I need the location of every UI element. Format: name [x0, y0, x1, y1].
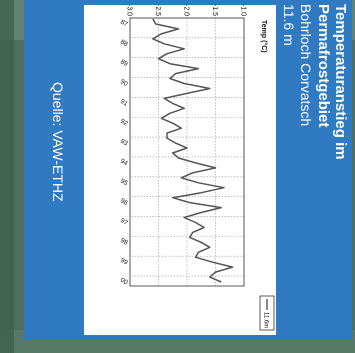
x-tick-label: 97: [119, 217, 129, 227]
title-line-1: Temperaturanstieg im: [332, 4, 349, 160]
subtitle-line-2: 11.6 m: [281, 4, 297, 46]
grid: [129, 17, 245, 287]
title-line-2: Permafrostgebiet: [315, 4, 332, 128]
x-tick-label: 98: [119, 237, 129, 247]
legend: 11.6m: [259, 295, 275, 331]
x-tick-label: 93: [119, 138, 129, 148]
legend-label: 11.6m: [263, 312, 269, 328]
x-tick-label: 90: [119, 78, 129, 88]
y-tick-label: -3.0: [126, 4, 133, 16]
y-tick-label: -2.5: [154, 4, 161, 16]
x-tick-label: 96: [119, 197, 129, 207]
y-tick-label: -1.0: [240, 4, 247, 16]
panel-subtitle: Bohrloch Corvatsch 11.6 m: [280, 4, 314, 126]
y-axis-label: Temp (°C): [260, 20, 268, 53]
subtitle-line-1: Bohrloch Corvatsch: [298, 4, 314, 127]
x-tick-label: 95: [119, 177, 129, 187]
x-tick-label: 99: [119, 257, 129, 267]
x-tick-label: 92: [119, 118, 129, 128]
series-layer: [152, 18, 234, 283]
plot-frame: [129, 17, 245, 287]
x-tick-label: 89: [119, 58, 129, 68]
series-line-0: [152, 18, 234, 283]
source-text: Quelle: VAW-ETHZ: [50, 82, 66, 202]
legend-box: [259, 295, 275, 331]
x-tick-label: 88: [119, 39, 129, 49]
plot-background: [84, 5, 276, 335]
x-tick-label: 00: [119, 277, 129, 287]
y-tick-label: -2.0: [183, 4, 190, 16]
tick-labels: -3.0 -2.5 -2.0 -1.5 -1.0 87 88 89 90 91 92 93 94 95 96…: [119, 4, 247, 287]
x-tick-label: 91: [119, 98, 129, 108]
info-panel: Temperaturanstieg im Permafrostgebiet Bo…: [24, 0, 352, 340]
y-tick-label: -1.5: [211, 4, 218, 16]
panel-title: Temperaturanstieg im Permafrostgebiet: [315, 4, 349, 334]
temperature-chart: Temp (°C) -3.0 -2.5 -2.0 -1.5 -1.0 87 88 89 90 91…: [84, 4, 276, 335]
x-tick-label: 94: [119, 158, 129, 168]
x-tick-label: 87: [119, 19, 129, 29]
